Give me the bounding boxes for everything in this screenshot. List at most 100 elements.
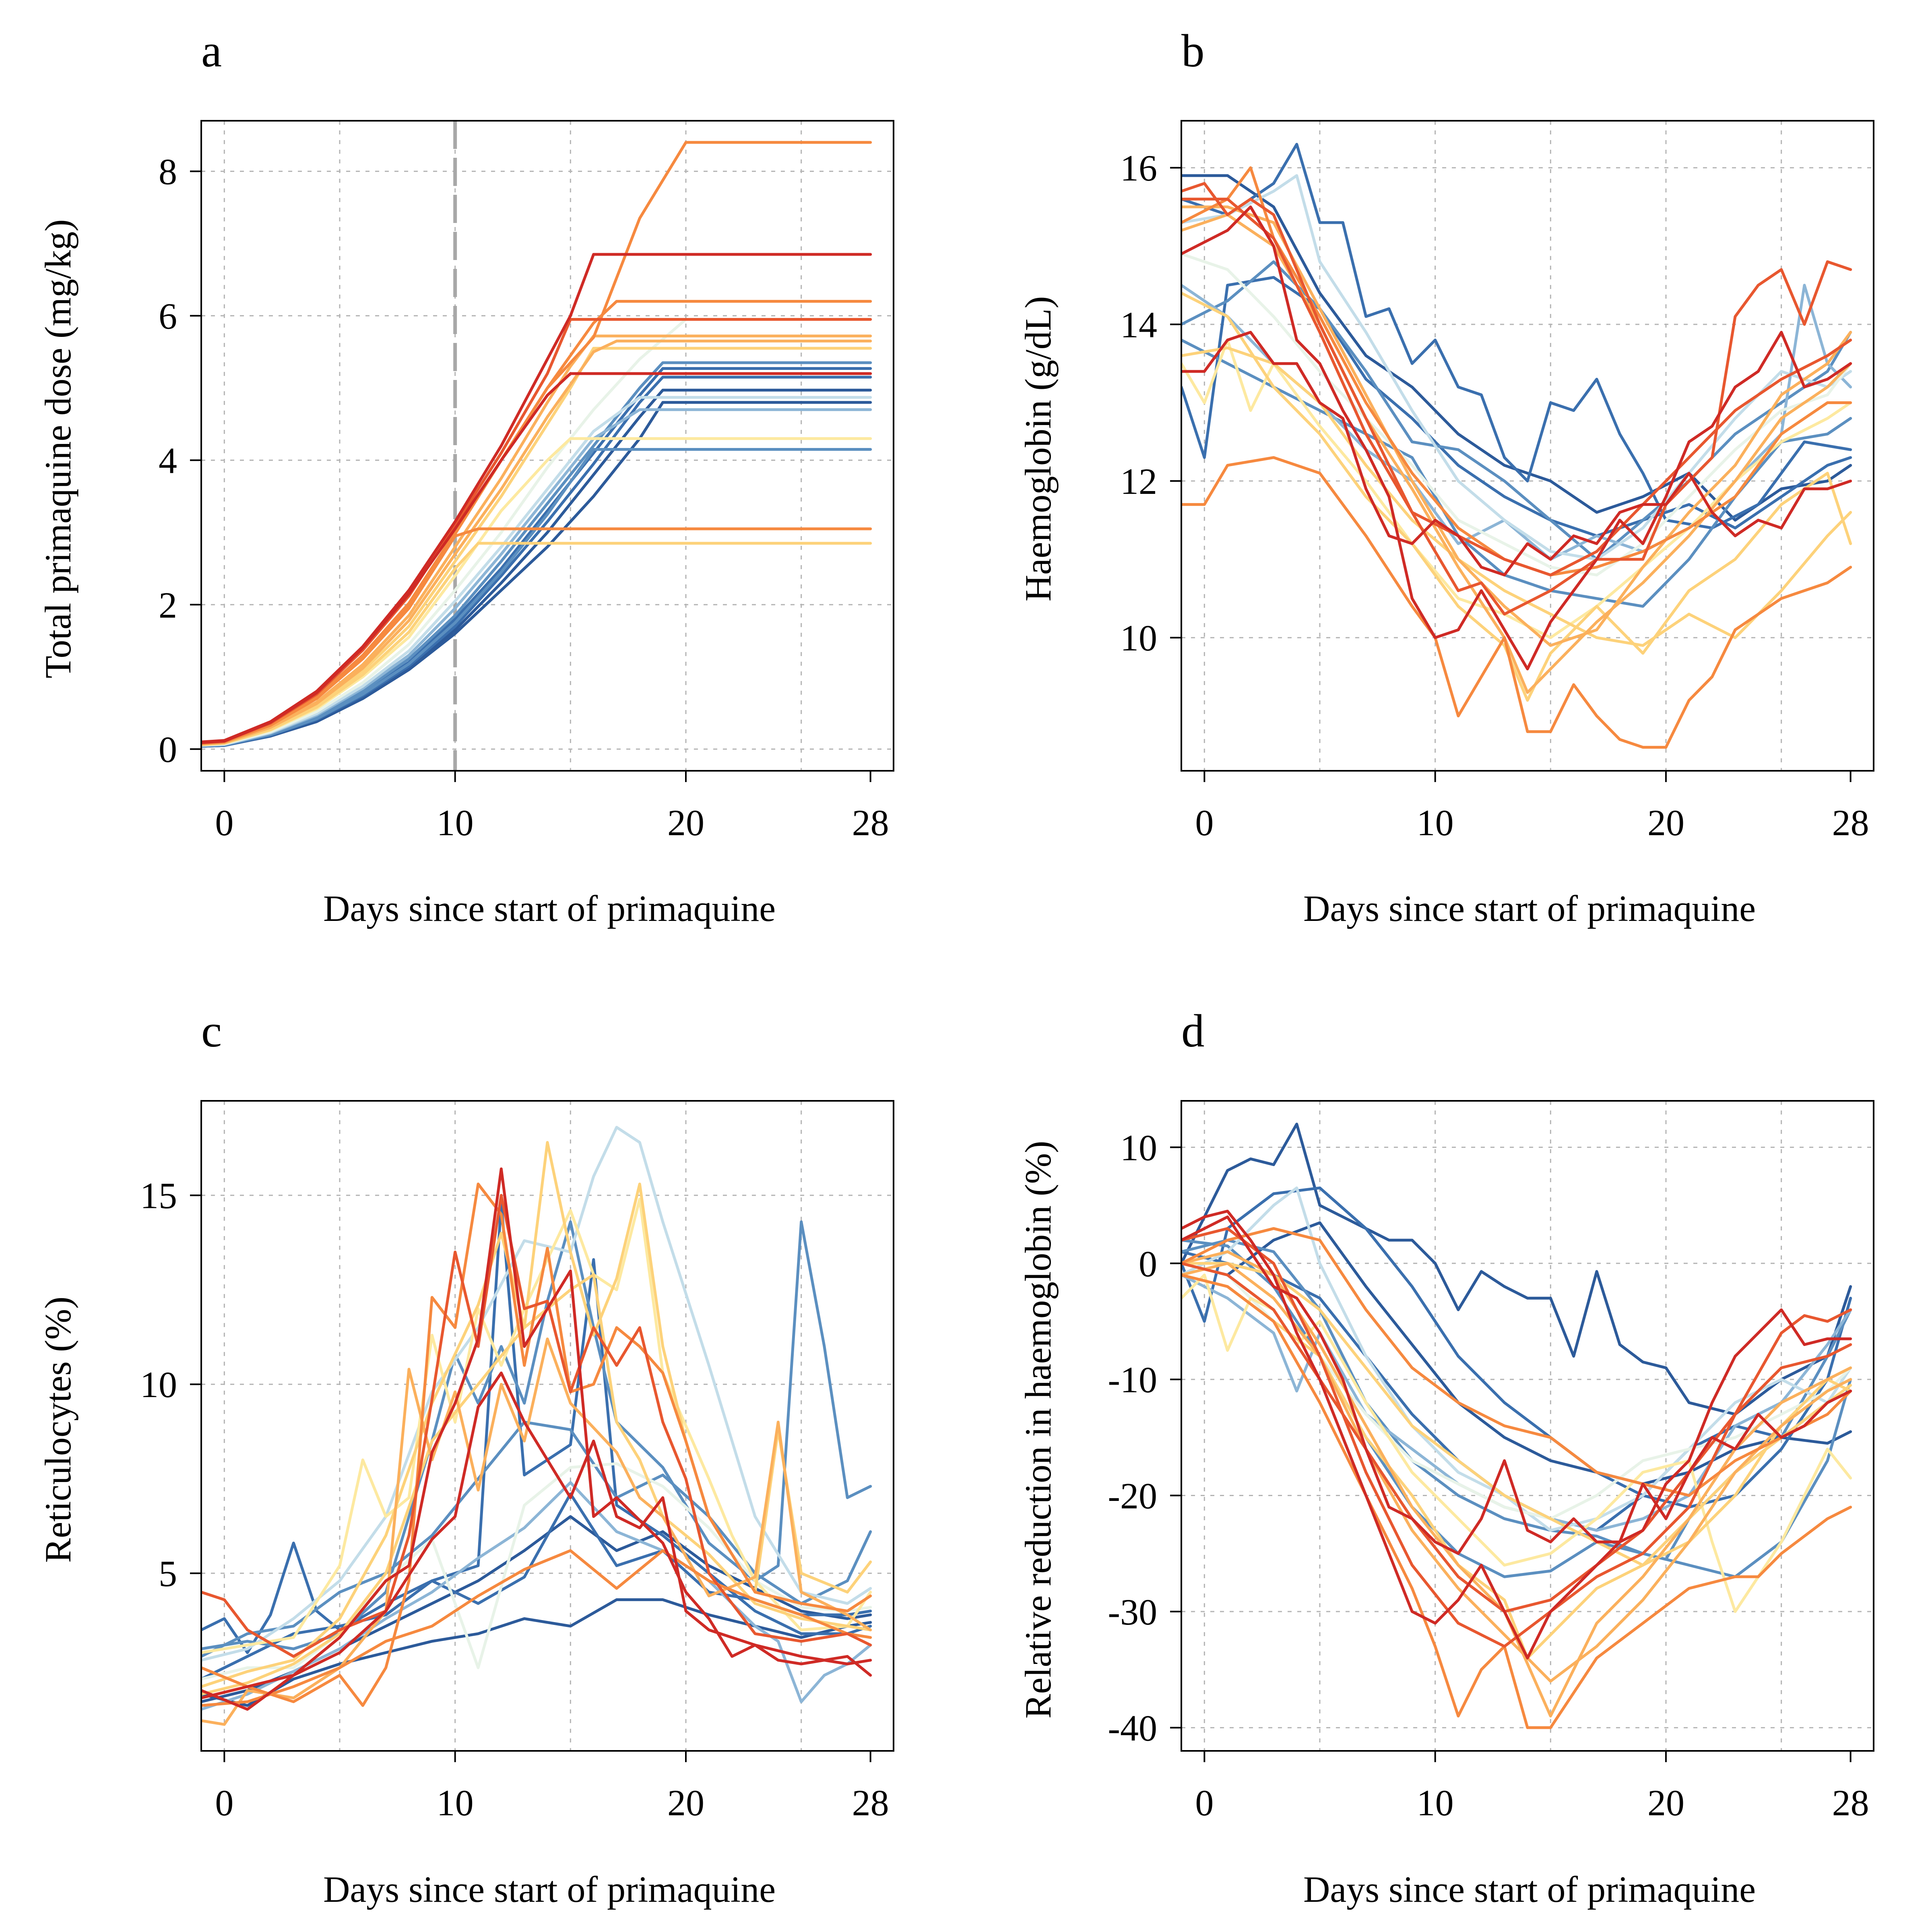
series-line-c-11: [201, 1273, 872, 1696]
x-tick-label: 0: [1195, 802, 1214, 843]
x-tick-label: 0: [215, 1782, 233, 1823]
panel-label-d: d: [1181, 1005, 1205, 1057]
series-group-a: [201, 141, 872, 748]
y-tick-label: 12: [1120, 461, 1157, 502]
ylabel-c: Reticulocytes (%): [37, 1296, 78, 1563]
y-tick-label: 0: [1139, 1243, 1157, 1284]
ylabel-d: Relative reduction in haemoglobin (%): [1018, 1141, 1059, 1719]
series-group-d: [1181, 1123, 1852, 1729]
axis-ticks-a: 0 10 20 28 0 2 4 6 8: [159, 151, 889, 843]
xlabel-b: Days since start of primaquine: [1303, 888, 1756, 929]
gridlines-a: [201, 121, 894, 771]
series-line-c-14: [201, 1549, 872, 1707]
y-tick-label: -40: [1108, 1707, 1157, 1748]
series-group-b: [1181, 142, 1852, 749]
series-line-b-6: [1181, 174, 1852, 561]
y-tick-label: 10: [1120, 1127, 1157, 1168]
x-tick-label: 10: [437, 1782, 474, 1823]
y-tick-label: 2: [159, 584, 177, 625]
plot-frame-d: [1181, 1100, 1874, 1752]
axis-ticks-d: 0 10 20 28 10 0 -10 -20 -30 -40: [1108, 1127, 1869, 1823]
series-line-c-13: [201, 1183, 872, 1707]
series-line-b-15: [1181, 182, 1852, 616]
series-line-c-16: [201, 1167, 872, 1699]
panel-d: d Days since start of primaquine Relativ…: [1018, 1005, 1874, 1910]
series-line-c-5: [201, 1420, 872, 1658]
x-tick-label: 0: [215, 802, 233, 843]
series-line-b-2: [1181, 276, 1852, 537]
x-tick-label: 20: [1647, 802, 1684, 843]
x-tick-label: 28: [852, 802, 889, 843]
y-tick-label: 5: [159, 1553, 177, 1594]
panel-a: a Days since start of primaquine Total p…: [37, 25, 894, 929]
y-tick-label: -20: [1108, 1476, 1157, 1517]
series-line-b-18: [1181, 330, 1852, 577]
ylabel-b: Haemoglobin (g/dL): [1018, 296, 1059, 602]
xlabel-c: Days since start of primaquine: [323, 1869, 776, 1910]
series-line-d-14: [1181, 1227, 1852, 1497]
series-line-d-12: [1181, 1250, 1852, 1717]
y-tick-label: 14: [1120, 304, 1157, 345]
series-line-d-4: [1181, 1238, 1852, 1578]
axis-ticks-b: 0 10 20 28 10 12 14 16: [1120, 148, 1869, 843]
y-tick-label: -10: [1108, 1359, 1157, 1400]
x-tick-label: 28: [1832, 1782, 1869, 1823]
series-line-b-4: [1181, 339, 1852, 608]
x-tick-label: 10: [1417, 802, 1454, 843]
series-line-d-9: [1181, 1274, 1852, 1613]
x-tick-label: 20: [667, 802, 704, 843]
x-tick-label: 0: [1195, 1782, 1214, 1823]
series-line-b-17: [1181, 205, 1852, 671]
plot-frame-a: [200, 120, 894, 772]
series-line-c-4: [201, 1220, 872, 1650]
y-tick-label: 0: [159, 729, 177, 770]
y-tick-label: 4: [159, 440, 177, 481]
series-line-b-16: [1181, 198, 1852, 577]
series-line-c-17: [201, 1371, 872, 1711]
panel-label-a: a: [201, 25, 222, 76]
series-line-c-8: [201, 1462, 872, 1681]
xlabel-a: Days since start of primaquine: [323, 888, 776, 929]
series-line-b-13: [1181, 456, 1852, 749]
series-line-d-19: [1181, 1215, 1852, 1555]
series-line-d-18: [1181, 1210, 1852, 1660]
y-tick-label: 15: [140, 1175, 177, 1216]
x-tick-label: 20: [1647, 1782, 1684, 1823]
panel-label-b: b: [1181, 25, 1205, 76]
x-tick-label: 20: [667, 1782, 704, 1823]
series-line-a-16: [201, 141, 872, 745]
panel-b: b Days since start of primaquine Haemogl…: [1018, 25, 1874, 929]
y-tick-label: 6: [159, 296, 177, 337]
series-line-d-0: [1181, 1123, 1852, 1416]
ylabel-a: Total primaquine dose (mg/kg): [37, 219, 78, 679]
series-line-d-1: [1181, 1221, 1852, 1486]
series-line-b-1: [1181, 142, 1852, 530]
series-line-c-12: [201, 1338, 872, 1726]
x-tick-label: 28: [852, 1782, 889, 1823]
series-line-a-19: [201, 372, 872, 744]
x-tick-label: 10: [437, 802, 474, 843]
panel-label-c: c: [201, 1005, 222, 1057]
y-tick-label: 8: [159, 151, 177, 192]
series-line-d-2: [1181, 1186, 1852, 1509]
y-tick-label: -30: [1108, 1591, 1157, 1633]
series-group-c: [201, 1126, 872, 1726]
gridlines-b: [1181, 121, 1874, 771]
y-tick-label: 10: [140, 1364, 177, 1405]
series-line-d-11: [1181, 1262, 1852, 1567]
series-line-d-17: [1181, 1262, 1852, 1613]
series-line-b-8: [1181, 339, 1852, 639]
gridlines-d: [1181, 1101, 1874, 1751]
y-tick-label: 10: [1120, 617, 1157, 658]
plot-frame-c: [200, 1100, 894, 1752]
x-tick-label: 28: [1832, 802, 1869, 843]
series-line-c-10: [201, 1141, 872, 1688]
y-tick-label: 16: [1120, 148, 1157, 189]
series-line-b-9: [1181, 291, 1852, 702]
series-line-b-11: [1181, 205, 1852, 647]
series-line-d-15: [1181, 1274, 1852, 1729]
plot-frame-b: [1181, 120, 1874, 772]
x-tick-label: 10: [1417, 1782, 1454, 1823]
